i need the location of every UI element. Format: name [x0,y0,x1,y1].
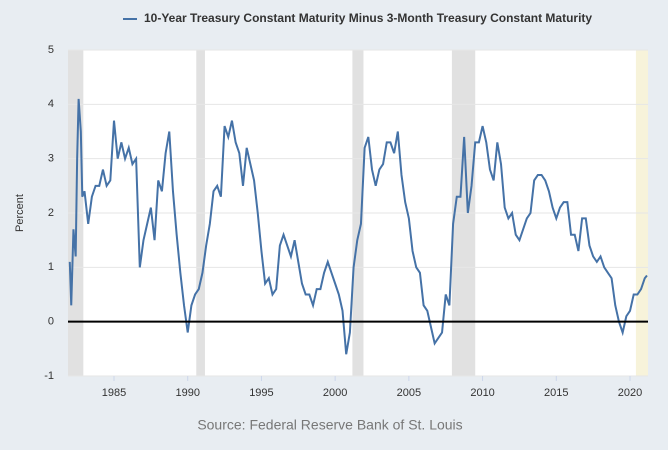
x-tick-label: 2020 [618,387,642,399]
x-tick-label: 2015 [544,387,568,399]
x-tick-label: 2005 [397,387,421,399]
y-tick-label: 2 [48,207,54,219]
y-tick-label: 4 [48,98,54,110]
y-tick-label: 1 [48,261,54,273]
y-tick-label: 3 [48,153,54,165]
legend-label: 10-Year Treasury Constant Maturity Minus… [144,11,592,25]
source: Source: Federal Reserve Bank of St. Loui… [197,417,462,433]
y-tick-label: 5 [48,44,54,56]
x-tick-label: 1985 [102,387,126,399]
y-tick-label: -1 [44,370,54,382]
y-axis-label: Percent [14,194,26,232]
data-line [68,98,648,355]
x-tick-label: 1990 [175,387,199,399]
x-tick-label: 2010 [470,387,494,399]
x-tick-label: 2000 [323,387,347,399]
y-tick-label: 0 [48,316,54,328]
x-tick-label: 1995 [249,387,273,399]
